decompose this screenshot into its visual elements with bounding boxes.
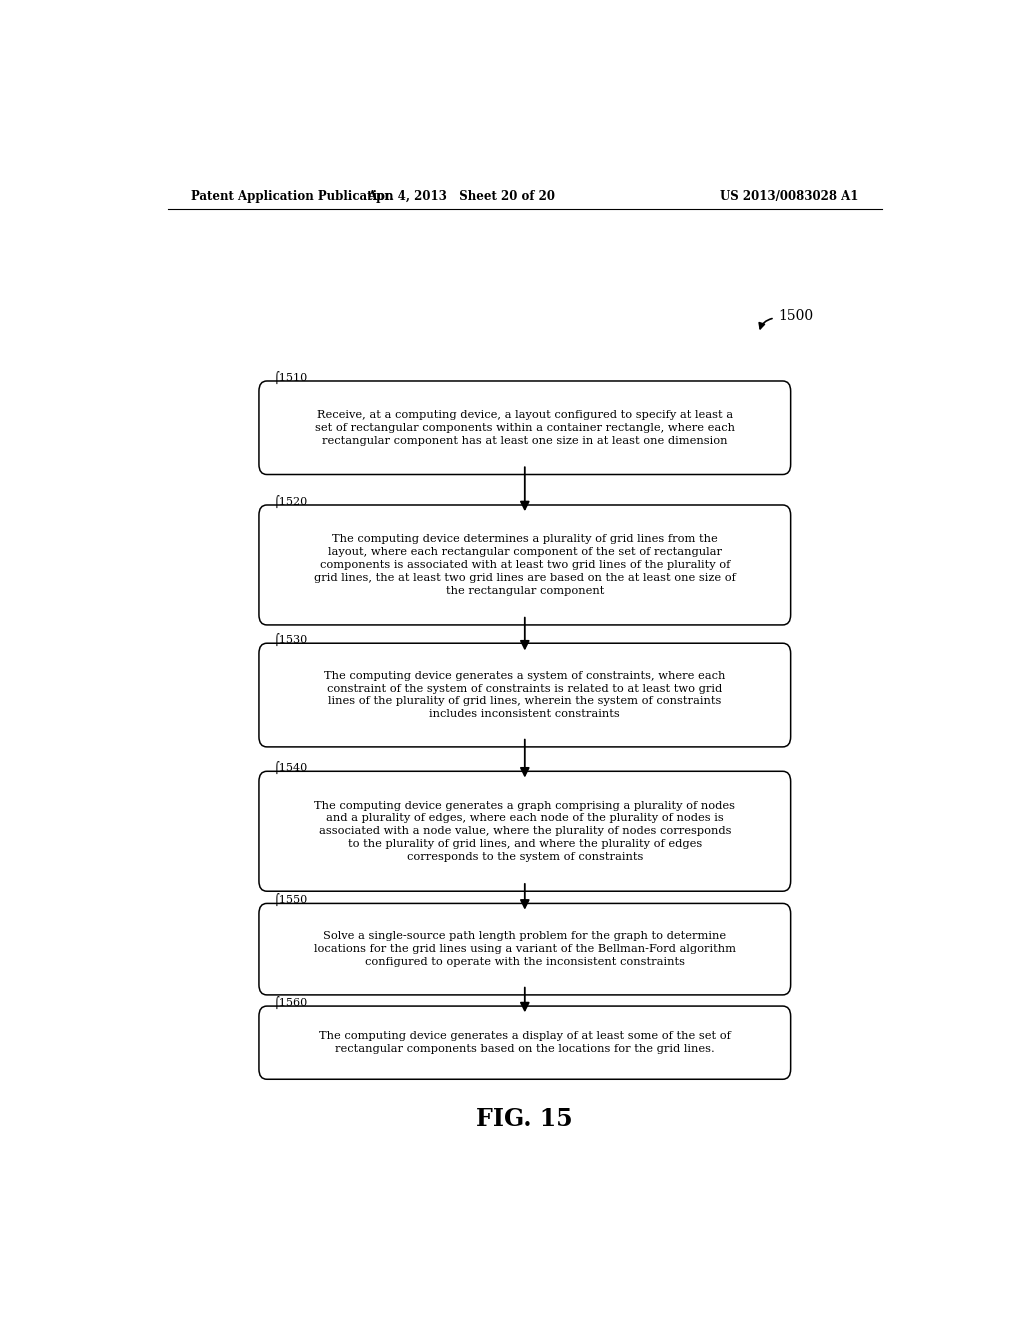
Text: FIG. 15: FIG. 15	[476, 1107, 573, 1131]
FancyBboxPatch shape	[259, 506, 791, 624]
Text: US 2013/0083028 A1: US 2013/0083028 A1	[720, 190, 858, 202]
Text: ⌠1540: ⌠1540	[273, 762, 307, 775]
Text: ⌠1550: ⌠1550	[273, 894, 307, 907]
Text: ⌠1510: ⌠1510	[273, 371, 307, 384]
FancyBboxPatch shape	[259, 771, 791, 891]
Text: ⌠1530: ⌠1530	[273, 634, 307, 647]
FancyBboxPatch shape	[259, 643, 791, 747]
Text: ⌠1560: ⌠1560	[273, 997, 307, 1008]
Text: Solve a single-source path length problem for the graph to determine
locations f: Solve a single-source path length proble…	[313, 932, 736, 968]
Text: Apr. 4, 2013   Sheet 20 of 20: Apr. 4, 2013 Sheet 20 of 20	[368, 190, 555, 202]
FancyArrowPatch shape	[759, 318, 772, 329]
Text: Receive, at a computing device, a layout configured to specify at least a
set of: Receive, at a computing device, a layout…	[314, 411, 735, 446]
Text: The computing device generates a display of at least some of the set of
rectangu: The computing device generates a display…	[318, 1031, 731, 1055]
FancyBboxPatch shape	[259, 903, 791, 995]
Text: The computing device determines a plurality of grid lines from the
layout, where: The computing device determines a plural…	[314, 535, 735, 595]
FancyBboxPatch shape	[259, 1006, 791, 1080]
Text: ⌠1520: ⌠1520	[273, 495, 307, 508]
FancyBboxPatch shape	[259, 381, 791, 474]
Text: The computing device generates a system of constraints, where each
constraint of: The computing device generates a system …	[325, 671, 725, 719]
Text: 1500: 1500	[778, 309, 814, 323]
Text: The computing device generates a graph comprising a plurality of nodes
and a plu: The computing device generates a graph c…	[314, 801, 735, 862]
Text: Patent Application Publication: Patent Application Publication	[191, 190, 394, 202]
